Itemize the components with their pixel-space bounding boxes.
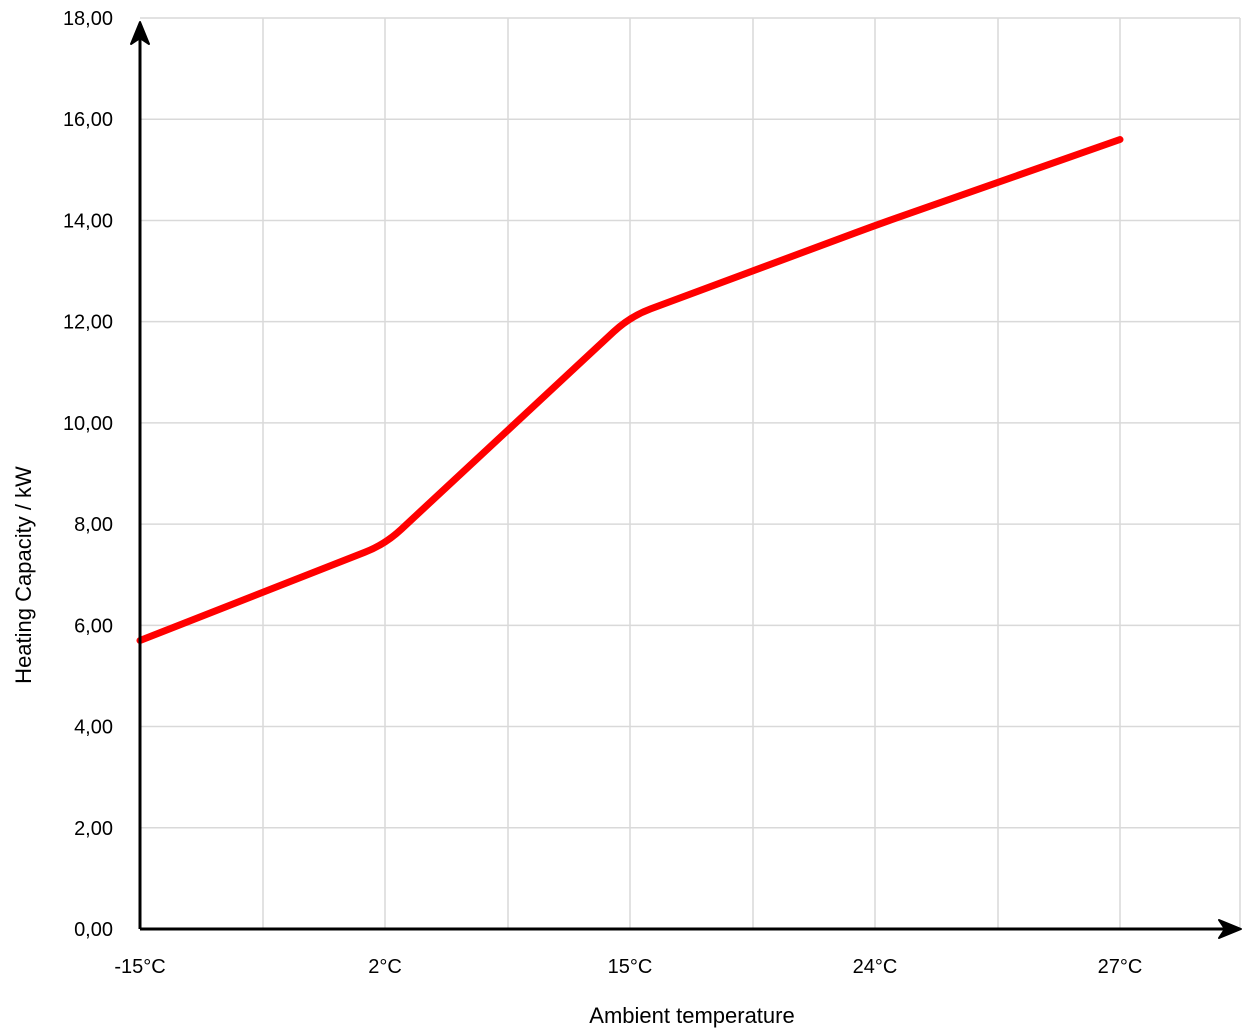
- x-tick-label: 27°C: [1098, 956, 1143, 978]
- y-tick-label: 16,00: [63, 109, 113, 131]
- x-axis-title: Ambient temperature: [589, 1003, 794, 1028]
- y-tick-label: 4,00: [74, 717, 113, 739]
- y-axis-title: Heating Capacity / kW: [11, 466, 36, 684]
- data-point: [875, 225, 876, 226]
- y-tick-label: 8,00: [74, 514, 113, 536]
- data-point: [385, 544, 386, 545]
- series-layer: [136, 136, 1124, 645]
- y-tick-label: 6,00: [74, 615, 113, 637]
- x-tick-label: -15°C: [114, 956, 165, 978]
- data-point: [1120, 139, 1121, 140]
- y-axis-arrow-icon: [130, 21, 150, 45]
- series-line: [136, 136, 1124, 645]
- y-tick-label: 10,00: [63, 413, 113, 435]
- y-tick-label: 14,00: [63, 210, 113, 232]
- y-tick-label: 18,00: [63, 8, 113, 30]
- x-tick-label: 24°C: [853, 956, 898, 978]
- y-tick-label: 0,00: [74, 919, 113, 941]
- data-point: [630, 316, 631, 317]
- x-tick-labels: -15°C 2°C 15°C 24°C 27°C: [114, 956, 1142, 978]
- y-tick-label: 2,00: [74, 818, 113, 840]
- y-tick-label: 12,00: [63, 312, 113, 334]
- axes: [130, 21, 1242, 939]
- grid-lines: [140, 17, 1241, 929]
- y-tick-labels: 0,00 2,00 4,00 6,00 8,00 10,00 12,00 14,00 16,00…: [63, 8, 113, 941]
- x-axis-arrow-icon: [1218, 919, 1242, 939]
- x-tick-label: 2°C: [368, 956, 402, 978]
- x-tick-label: 15°C: [608, 956, 653, 978]
